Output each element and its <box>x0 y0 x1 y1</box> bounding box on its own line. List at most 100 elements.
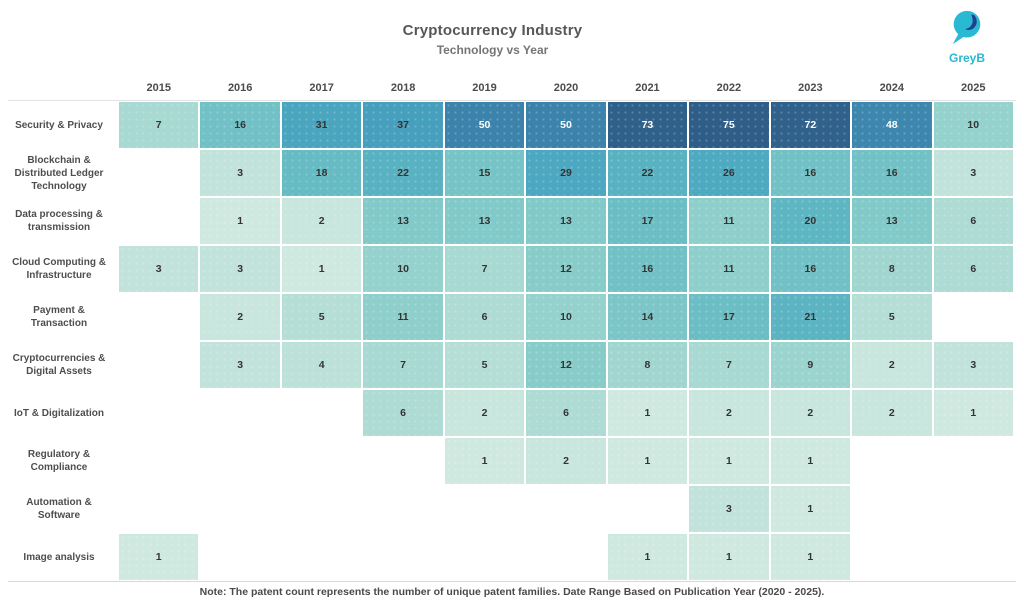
heatmap-cell[interactable]: 13 <box>443 197 526 245</box>
heatmap-cell[interactable]: 75 <box>688 101 770 149</box>
heatmap-cell[interactable]: 10 <box>932 101 1014 149</box>
heatmap-cell[interactable]: 3 <box>932 341 1014 389</box>
heatmap-cell[interactable]: 11 <box>688 197 770 245</box>
heatmap-cell[interactable]: 6 <box>932 245 1014 293</box>
heatmap-cell[interactable]: 8 <box>606 341 689 389</box>
heatmap-cell[interactable]: 72 <box>769 101 852 149</box>
heatmap-cell[interactable]: 12 <box>525 341 607 389</box>
heatmap-cell[interactable]: 2 <box>199 293 281 341</box>
heatmap-cell[interactable]: 16 <box>199 101 281 149</box>
heatmap-cell[interactable]: 12 <box>525 245 607 293</box>
row-label: IoT & Digitalization <box>14 407 104 419</box>
heatmap-cell[interactable]: 5 <box>280 293 363 341</box>
heatmap-cell[interactable]: 37 <box>362 101 444 149</box>
grid-top-divider <box>8 100 1016 101</box>
heatmap-cell-empty <box>362 437 443 485</box>
row-label: Image analysis <box>23 551 95 563</box>
heatmap-cell-empty <box>525 485 606 533</box>
heatmap-cell[interactable]: 1 <box>932 389 1014 437</box>
heatmap-body: Security & Privacy 7 16 31 37 50 50 73 75 72 48 10 B… <box>0 101 1014 581</box>
heatmap-cell[interactable]: 7 <box>362 341 444 389</box>
row-label: Automation & Software <box>26 497 92 521</box>
heatmap-cell-empty <box>281 485 362 533</box>
heatmap-cell[interactable]: 48 <box>851 101 933 149</box>
heatmap-cell[interactable]: 3 <box>199 341 281 389</box>
heatmap-cell[interactable]: 6 <box>443 293 526 341</box>
chart-subtitle: Technology vs Year <box>436 43 549 57</box>
heatmap-cell[interactable]: 3 <box>199 149 281 197</box>
heatmap-cell[interactable]: 22 <box>362 149 444 197</box>
year-label: 2023 <box>798 82 823 94</box>
heatmap-cell[interactable]: 6 <box>362 389 444 437</box>
heatmap-cell[interactable]: 16 <box>769 149 852 197</box>
heatmap-cell[interactable]: 1 <box>606 389 689 437</box>
heatmap-cell[interactable]: 3 <box>932 149 1014 197</box>
heatmap-cell[interactable]: 2 <box>688 389 770 437</box>
heatmap-cell[interactable]: 11 <box>688 245 770 293</box>
heatmap-cell-empty <box>118 437 199 485</box>
heatmap-cell[interactable]: 1 <box>606 533 689 581</box>
heatmap-cell[interactable]: 4 <box>280 341 363 389</box>
heatmap-cell[interactable]: 17 <box>688 293 770 341</box>
heatmap-cell[interactable]: 13 <box>851 197 933 245</box>
heatmap-cell[interactable]: 13 <box>362 197 444 245</box>
heatmap-cell[interactable]: 31 <box>280 101 363 149</box>
heatmap-cell-empty <box>118 485 199 533</box>
heatmap-cell[interactable]: 8 <box>851 245 933 293</box>
heatmap-cell[interactable]: 1 <box>688 437 770 485</box>
heatmap-cell[interactable]: 2 <box>525 437 607 485</box>
heatmap-cell[interactable]: 7 <box>688 341 770 389</box>
heatmap-cell[interactable]: 9 <box>769 341 852 389</box>
heatmap-cell[interactable]: 50 <box>443 101 526 149</box>
heatmap-cell[interactable]: 1 <box>688 533 770 581</box>
heatmap-cell-empty <box>118 149 199 197</box>
heatmap-cell[interactable]: 29 <box>525 149 607 197</box>
year-label: 2019 <box>472 82 497 94</box>
heatmap-cell[interactable]: 17 <box>606 197 689 245</box>
heatmap-cell[interactable]: 10 <box>525 293 607 341</box>
heatmap-cell[interactable]: 7 <box>443 245 526 293</box>
heatmap-cell[interactable]: 7 <box>118 101 200 149</box>
heatmap-cell[interactable]: 2 <box>851 389 933 437</box>
heatmap-cell[interactable]: 3 <box>118 245 200 293</box>
heatmap-cell[interactable]: 2 <box>280 197 363 245</box>
heatmap-cell[interactable]: 10 <box>362 245 444 293</box>
heatmap-cell[interactable]: 73 <box>606 101 689 149</box>
heatmap-cell[interactable]: 1 <box>769 533 852 581</box>
heatmap-cell[interactable]: 3 <box>199 245 281 293</box>
heatmap-cell[interactable]: 50 <box>525 101 607 149</box>
heatmap-cell[interactable]: 2 <box>443 389 526 437</box>
heatmap-cell[interactable]: 1 <box>769 485 852 533</box>
heatmap-cell[interactable]: 22 <box>606 149 689 197</box>
heatmap-cell[interactable]: 1 <box>769 437 852 485</box>
heatmap-cell[interactable]: 1 <box>118 533 200 581</box>
heatmap-cell[interactable]: 1 <box>606 437 689 485</box>
heatmap-cell[interactable]: 13 <box>525 197 607 245</box>
heatmap-cell[interactable]: 26 <box>688 149 770 197</box>
greyb-logo-text: GreyB <box>948 51 986 65</box>
heatmap-cell[interactable]: 1 <box>443 437 526 485</box>
heatmap-cell-empty <box>933 293 1014 341</box>
heatmap-cell[interactable]: 6 <box>525 389 607 437</box>
heatmap-cell[interactable]: 18 <box>280 149 363 197</box>
heatmap-cell[interactable]: 16 <box>606 245 689 293</box>
heatmap-cell-empty <box>933 485 1014 533</box>
heatmap-cell[interactable]: 3 <box>688 485 770 533</box>
heatmap-cell[interactable]: 1 <box>280 245 363 293</box>
heatmap-cell[interactable]: 20 <box>769 197 852 245</box>
heatmap-cell[interactable]: 6 <box>932 197 1014 245</box>
heatmap-cell[interactable]: 16 <box>851 149 933 197</box>
year-label: 2024 <box>879 82 905 94</box>
heatmap-cell[interactable]: 2 <box>851 341 933 389</box>
heatmap-cell[interactable]: 16 <box>769 245 852 293</box>
heatmap-cell[interactable]: 2 <box>769 389 852 437</box>
heatmap-cell[interactable]: 21 <box>769 293 852 341</box>
heatmap-cell[interactable]: 15 <box>443 149 526 197</box>
row-label: Security & Privacy <box>15 119 103 131</box>
heatmap-cell-empty <box>281 389 362 437</box>
heatmap-cell[interactable]: 5 <box>443 341 526 389</box>
heatmap-cell[interactable]: 11 <box>362 293 444 341</box>
heatmap-cell[interactable]: 5 <box>851 293 933 341</box>
heatmap-cell[interactable]: 14 <box>606 293 689 341</box>
heatmap-cell[interactable]: 1 <box>199 197 281 245</box>
